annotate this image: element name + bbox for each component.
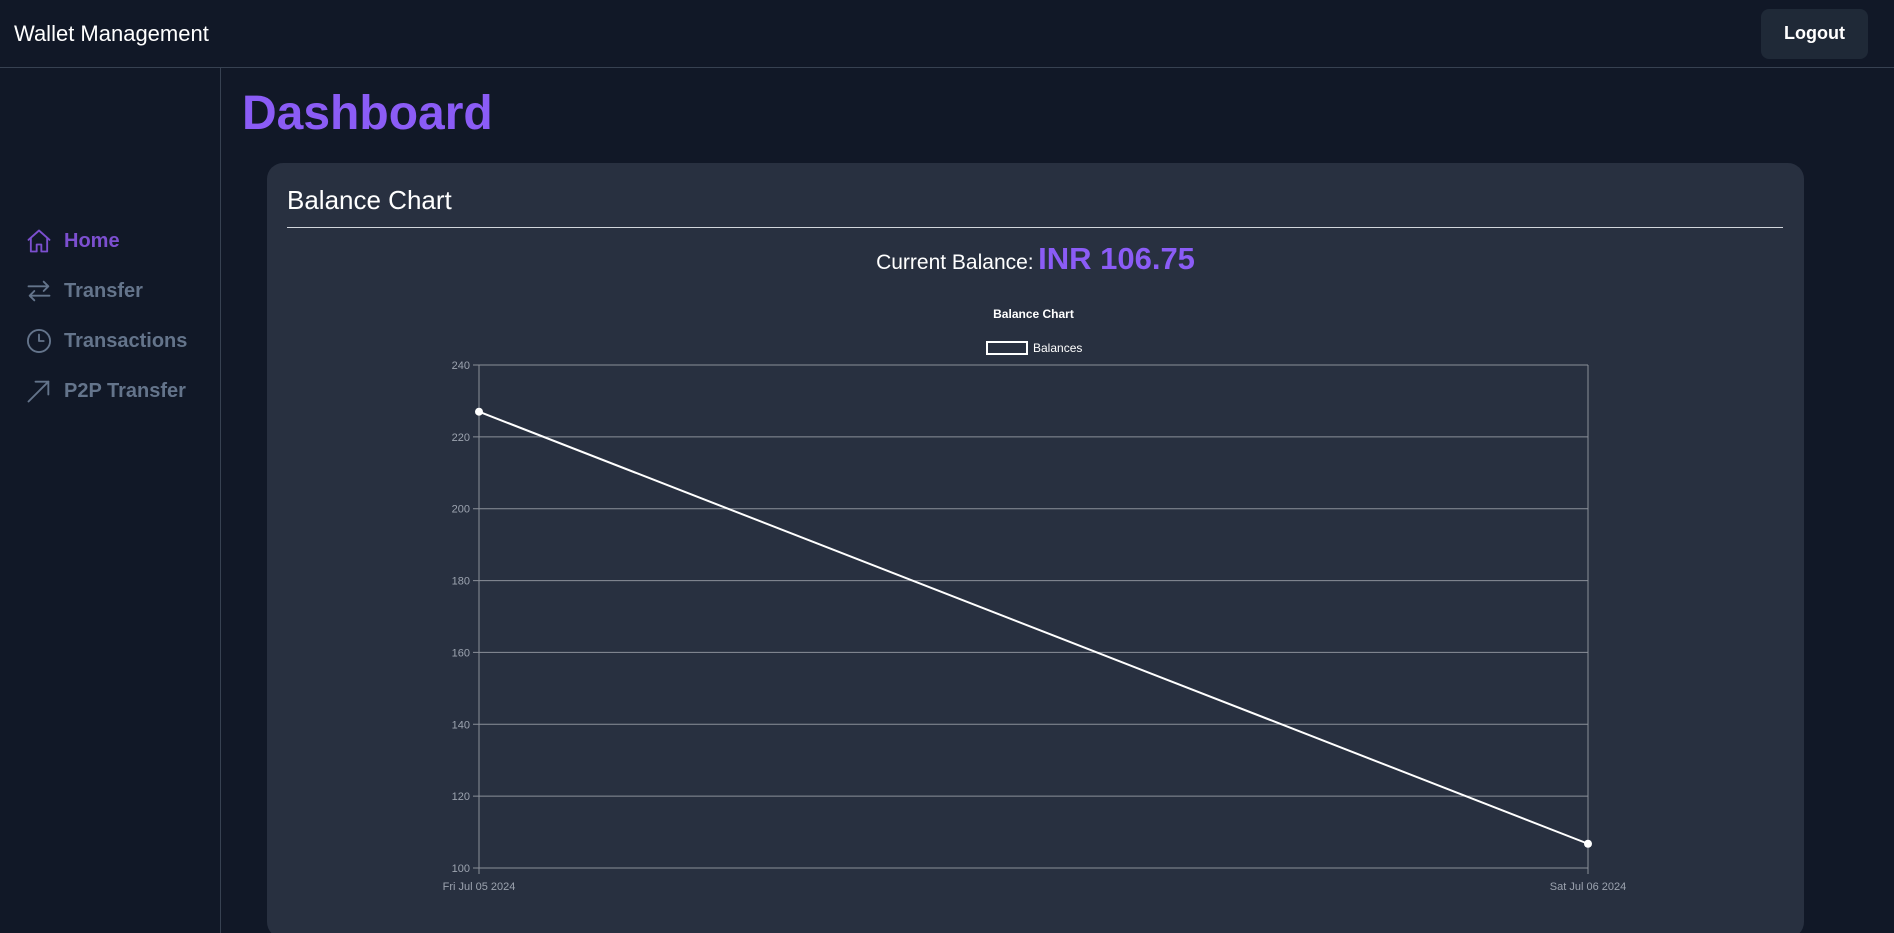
- y-tick-label: 200: [452, 504, 470, 516]
- card-title: Balance Chart: [287, 185, 452, 215]
- sidebar-item-transfer[interactable]: Transfer: [24, 266, 187, 316]
- sidebar-item-transactions[interactable]: Transactions: [24, 316, 187, 366]
- current-balance-value: INR 106.75: [1038, 241, 1195, 276]
- y-tick-label: 160: [452, 647, 470, 659]
- data-point: [1584, 839, 1592, 848]
- home-icon: [24, 226, 54, 256]
- sidebar-nav: Home Transfer Transactions: [24, 216, 187, 416]
- top-bar: Wallet Management Logout: [0, 0, 1894, 68]
- main-content: Dashboard Balance Chart Current Balance:…: [222, 68, 1894, 933]
- sidebar-item-label: Transfer: [64, 279, 143, 302]
- sidebar-item-home[interactable]: Home: [24, 216, 187, 266]
- legend-label: Balances: [1033, 341, 1082, 355]
- y-tick-label: 100: [452, 863, 470, 875]
- chart-title: Balance Chart: [993, 307, 1074, 321]
- legend-swatch: [986, 341, 1028, 355]
- sidebar-item-label: P2P Transfer: [64, 379, 186, 402]
- y-tick-label: 140: [452, 719, 470, 731]
- data-point: [475, 407, 483, 416]
- sidebar-item-label: Home: [64, 229, 120, 252]
- x-tick-label: Sat Jul 06 2024: [1550, 881, 1626, 893]
- current-balance: Current Balance: INR 106.75: [267, 241, 1804, 277]
- sidebar: Home Transfer Transactions: [0, 68, 221, 933]
- card-divider: [287, 227, 1783, 228]
- app-brand: Wallet Management: [14, 20, 209, 46]
- arrow-up-right-icon: [24, 376, 54, 406]
- balance-line-chart: Balance Chart Balances 100 120 140 160 180 200 2…: [443, 307, 1627, 893]
- y-tick-label: 240: [452, 360, 470, 372]
- current-balance-label: Current Balance:: [876, 251, 1034, 274]
- sidebar-item-label: Transactions: [64, 329, 188, 352]
- y-tick-label: 120: [452, 791, 470, 803]
- page-title: Dashboard: [242, 87, 493, 140]
- clock-icon: [24, 326, 54, 356]
- logout-button[interactable]: Logout: [1761, 8, 1868, 59]
- y-tick-label: 180: [452, 576, 470, 588]
- series-line-balances: [478, 410, 1589, 845]
- balance-chart-card: Balance Chart Current Balance: INR 106.7…: [267, 163, 1804, 933]
- sidebar-item-p2p-transfer[interactable]: P2P Transfer: [24, 366, 187, 416]
- transfer-arrows-icon: [24, 276, 54, 306]
- x-tick-label: Fri Jul 05 2024: [443, 881, 516, 893]
- y-tick-label: 220: [452, 432, 470, 444]
